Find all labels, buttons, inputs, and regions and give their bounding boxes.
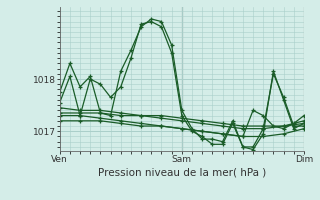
X-axis label: Pression niveau de la mer( hPa ): Pression niveau de la mer( hPa ) (98, 167, 266, 177)
